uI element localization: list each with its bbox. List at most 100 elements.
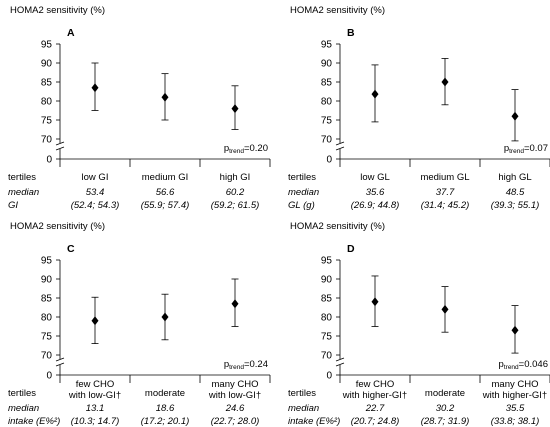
x-category-label: low GI <box>82 172 109 183</box>
x-category-label: moderate <box>425 388 465 399</box>
data-point <box>161 92 169 102</box>
y-tick-label: 75 <box>41 116 53 127</box>
y-tick-label: 0 <box>326 371 332 382</box>
y-tick-label: 90 <box>321 59 333 70</box>
y-tick-label: 85 <box>321 294 333 305</box>
chart-title: HOMA2 sensitivity (%) <box>290 5 385 16</box>
row-label-tertiles: tertiles <box>8 388 36 399</box>
row-label-median: median <box>8 403 39 414</box>
y-tick-label: 0 <box>46 155 52 166</box>
y-tick-label: 95 <box>41 40 53 51</box>
median-value: 53.4 <box>86 187 105 198</box>
y-tick-label: 70 <box>41 135 53 146</box>
x-category-label: few CHO <box>356 379 395 390</box>
median-value: 35.5 <box>506 403 525 414</box>
p-trend-label: ptrend=0.046 <box>499 359 548 371</box>
panel-label: B <box>347 27 355 39</box>
y-tick-label: 90 <box>321 275 333 286</box>
row-label-tertiles: tertiles <box>288 172 316 183</box>
row-label-variable: intake (E%²) <box>8 416 60 427</box>
y-tick-label: 75 <box>41 332 53 343</box>
x-category-label: high GL <box>498 172 531 183</box>
x-category-label: medium GI <box>142 172 188 183</box>
chart-panel-d: HOMA2 sensitivity (%) D 0 70 75 80 85 90 95 ptren… <box>288 221 550 427</box>
y-tick-label: 80 <box>321 313 333 324</box>
row-label-variable: intake (E%²) <box>288 416 340 427</box>
axis-break-mark <box>335 357 345 362</box>
axis-break-mark <box>55 146 65 151</box>
y-tick-label: 95 <box>321 40 333 51</box>
data-point <box>231 104 239 114</box>
y-tick-label: 75 <box>321 332 333 343</box>
median-range: (28.7; 31.9) <box>421 416 470 427</box>
row-label-tertiles: tertiles <box>288 388 316 399</box>
row-label-variable: GL (g) <box>288 200 315 211</box>
y-tick-label: 0 <box>46 371 52 382</box>
y-tick-label: 85 <box>41 78 53 89</box>
x-category-label: low GL <box>360 172 390 183</box>
y-tick-label: 80 <box>41 313 53 324</box>
x-category-label: many CHO <box>492 379 539 390</box>
median-range: (52.4; 54.3) <box>71 200 120 211</box>
median-value: 60.2 <box>226 187 245 198</box>
row-label-tertiles: tertiles <box>8 172 36 183</box>
median-value: 35.6 <box>366 187 385 198</box>
x-category-label: with low-GI† <box>68 390 121 401</box>
y-tick-label: 95 <box>41 256 53 267</box>
y-tick-label: 0 <box>326 155 332 166</box>
data-point <box>91 83 99 93</box>
median-range: (39.3; 55.1) <box>491 200 540 211</box>
chart-panel-c: HOMA2 sensitivity (%) C 0 70 75 80 85 90 95 ptren… <box>8 221 271 427</box>
x-category-label: with higher-GI† <box>482 390 547 401</box>
axis-break-mark <box>335 146 345 151</box>
median-value: 37.7 <box>436 187 455 198</box>
median-range: (33.8; 38.1) <box>491 416 540 427</box>
median-range: (59.2; 61.5) <box>211 200 260 211</box>
median-value: 48.5 <box>506 187 525 198</box>
p-trend-label: ptrend=0.24 <box>224 359 268 371</box>
panel-label: C <box>67 243 75 255</box>
x-category-label: moderate <box>145 388 185 399</box>
x-category-label: few CHO <box>76 379 115 390</box>
median-value: 24.6 <box>225 403 245 414</box>
median-value: 56.6 <box>156 187 175 198</box>
data-point <box>511 111 519 121</box>
data-point <box>161 312 169 322</box>
median-value: 18.6 <box>156 403 175 414</box>
chart-panel-a: HOMA2 sensitivity (%) A 0 70 75 80 85 90 95 ptren… <box>8 5 271 211</box>
row-label-median: median <box>288 403 319 414</box>
y-tick-label: 70 <box>321 351 333 362</box>
y-tick-label: 90 <box>41 59 53 70</box>
p-trend-label: ptrend=0.20 <box>224 143 268 155</box>
row-label-variable: GI <box>8 200 18 211</box>
data-point <box>511 325 519 335</box>
x-category-label: medium GL <box>420 172 469 183</box>
y-tick-label: 85 <box>321 78 333 89</box>
median-range: (17.2; 20.1) <box>141 416 190 427</box>
median-value: 22.7 <box>365 403 385 414</box>
x-category-label: with higher-GI† <box>342 390 407 401</box>
axis-break-mark <box>55 362 65 367</box>
chart-title: HOMA2 sensitivity (%) <box>10 5 105 16</box>
median-range: (22.7; 28.0) <box>211 416 260 427</box>
x-category-label: with low-GI† <box>208 390 261 401</box>
median-range: (10.3; 14.7) <box>71 416 120 427</box>
chart-title: HOMA2 sensitivity (%) <box>10 221 105 232</box>
data-point <box>371 89 379 99</box>
p-trend-label: ptrend=0.07 <box>504 143 548 155</box>
x-category-label: high GI <box>220 172 251 183</box>
median-range: (26.9; 44.8) <box>351 200 400 211</box>
chart-title: HOMA2 sensitivity (%) <box>290 221 385 232</box>
y-tick-label: 70 <box>41 351 53 362</box>
chart-panel-b: HOMA2 sensitivity (%) B 0 70 75 80 85 90 95 ptren… <box>288 5 550 211</box>
axis-break-mark <box>55 141 65 146</box>
x-category-label: many CHO <box>212 379 259 390</box>
median-range: (31.4; 45.2) <box>421 200 470 211</box>
row-label-median: median <box>288 187 319 198</box>
y-tick-label: 85 <box>41 294 53 305</box>
row-label-median: median <box>8 187 39 198</box>
y-tick-label: 75 <box>321 116 333 127</box>
median-value: 30.2 <box>436 403 455 414</box>
y-tick-label: 80 <box>41 97 53 108</box>
median-range: (55.9; 57.4) <box>141 200 190 211</box>
